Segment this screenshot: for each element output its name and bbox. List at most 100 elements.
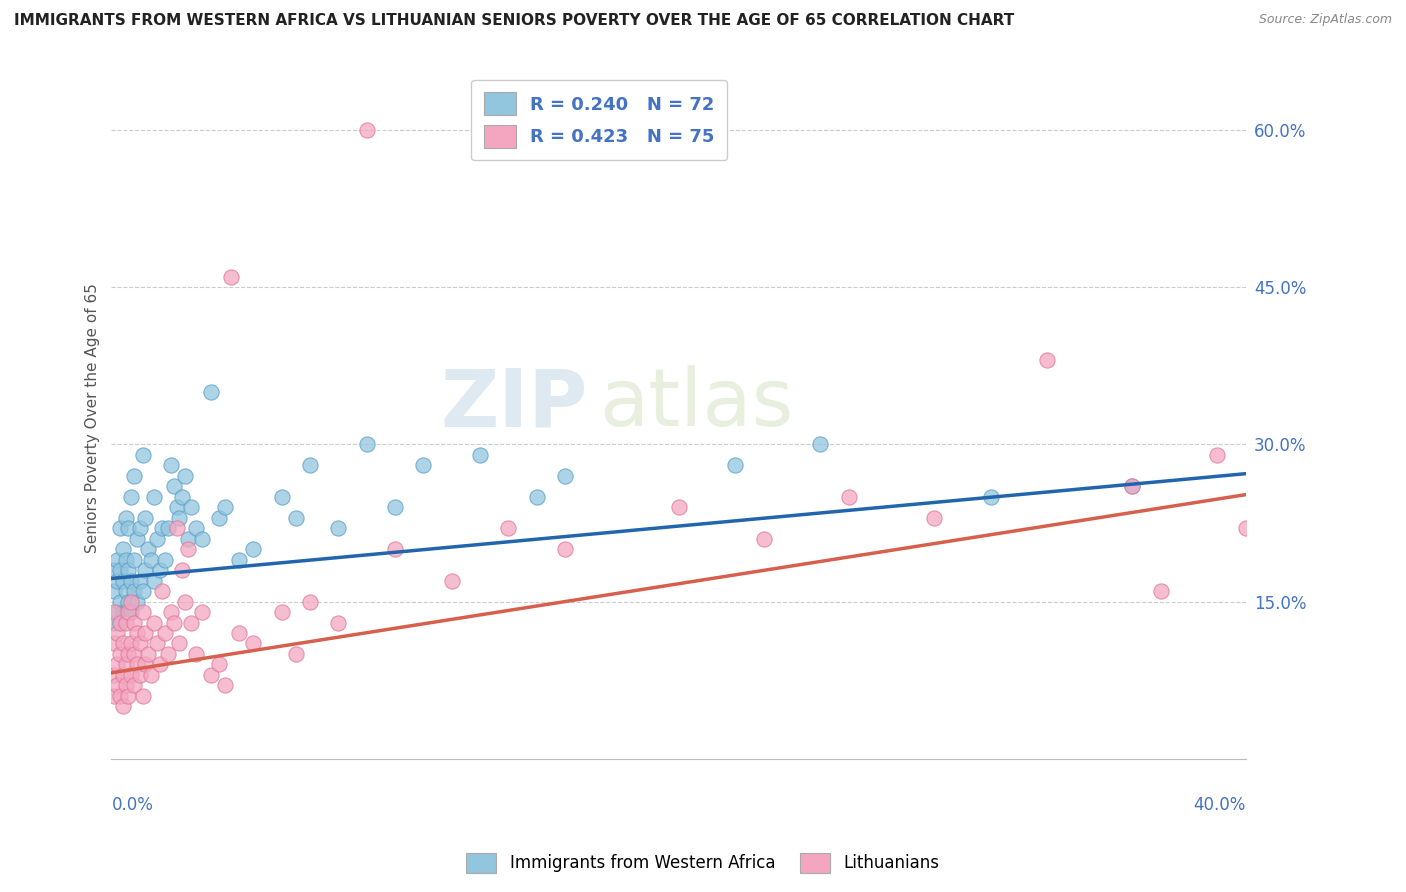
Point [122,615,145,630]
Point [526,490,548,504]
Point [180,500,202,515]
Point [117,689,139,703]
Point [131,448,153,462]
Text: 0.0%: 0.0% [111,797,153,814]
Point [103,584,125,599]
Point [114,584,136,599]
Point [108,689,131,703]
Point [752,532,775,546]
Point [180,615,202,630]
Point [242,636,264,650]
Point [108,615,131,630]
Point [108,521,131,535]
Point [163,479,186,493]
Point [284,510,307,524]
Point [122,468,145,483]
Point [468,448,491,462]
Point [114,510,136,524]
Point [103,689,125,703]
Point [498,521,520,535]
Point [284,647,307,661]
Point [186,521,208,535]
Point [157,521,180,535]
Text: IMMIGRANTS FROM WESTERN AFRICA VS LITHUANIAN SENIORS POVERTY OVER THE AGE OF 65 : IMMIGRANTS FROM WESTERN AFRICA VS LITHUA… [14,13,1014,29]
Point [117,563,139,577]
Point [105,657,128,672]
Point [125,532,148,546]
Point [125,626,148,640]
Point [111,699,134,714]
Point [117,647,139,661]
Point [169,636,191,650]
Point [105,626,128,640]
Point [1036,353,1059,368]
Point [208,510,231,524]
Point [922,510,945,524]
Point [103,563,125,577]
Point [668,500,690,515]
Legend: R = 0.240   N = 72, R = 0.423   N = 75: R = 0.240 N = 72, R = 0.423 N = 75 [471,79,727,161]
Point [120,594,142,608]
Point [191,532,214,546]
Point [120,490,142,504]
Point [1150,584,1173,599]
Point [134,510,156,524]
Text: ZIP: ZIP [440,366,588,443]
Point [270,605,292,619]
Point [160,605,183,619]
Point [172,490,194,504]
Point [1121,479,1143,493]
Point [384,542,406,557]
Point [724,458,747,473]
Point [134,626,156,640]
Point [105,574,128,588]
Point [149,563,172,577]
Point [1234,521,1257,535]
Point [122,584,145,599]
Point [131,584,153,599]
Text: 40.0%: 40.0% [1194,797,1246,814]
Point [120,668,142,682]
Point [120,574,142,588]
Point [103,668,125,682]
Point [157,647,180,661]
Point [328,615,350,630]
Point [356,123,378,137]
Point [120,605,142,619]
Point [146,532,169,546]
Point [838,490,860,504]
Point [440,574,463,588]
Point [128,636,150,650]
Point [139,668,162,682]
Point [128,574,150,588]
Point [228,626,250,640]
Text: atlas: atlas [599,366,793,443]
Point [111,636,134,650]
Point [128,521,150,535]
Point [103,636,125,650]
Point [166,521,188,535]
Point [328,521,350,535]
Text: Source: ZipAtlas.com: Source: ZipAtlas.com [1258,13,1392,27]
Point [208,657,231,672]
Point [105,605,128,619]
Point [200,384,222,399]
Point [136,647,159,661]
Point [114,552,136,566]
Point [810,437,832,451]
Point [120,636,142,650]
Point [134,563,156,577]
Point [122,552,145,566]
Point [125,657,148,672]
Point [139,552,162,566]
Point [554,542,576,557]
Point [298,594,321,608]
Point [1121,479,1143,493]
Point [111,574,134,588]
Point [103,615,125,630]
Point [412,458,434,473]
Y-axis label: Seniors Poverty Over the Age of 65: Seniors Poverty Over the Age of 65 [86,283,100,553]
Point [155,552,177,566]
Point [142,615,165,630]
Point [142,574,165,588]
